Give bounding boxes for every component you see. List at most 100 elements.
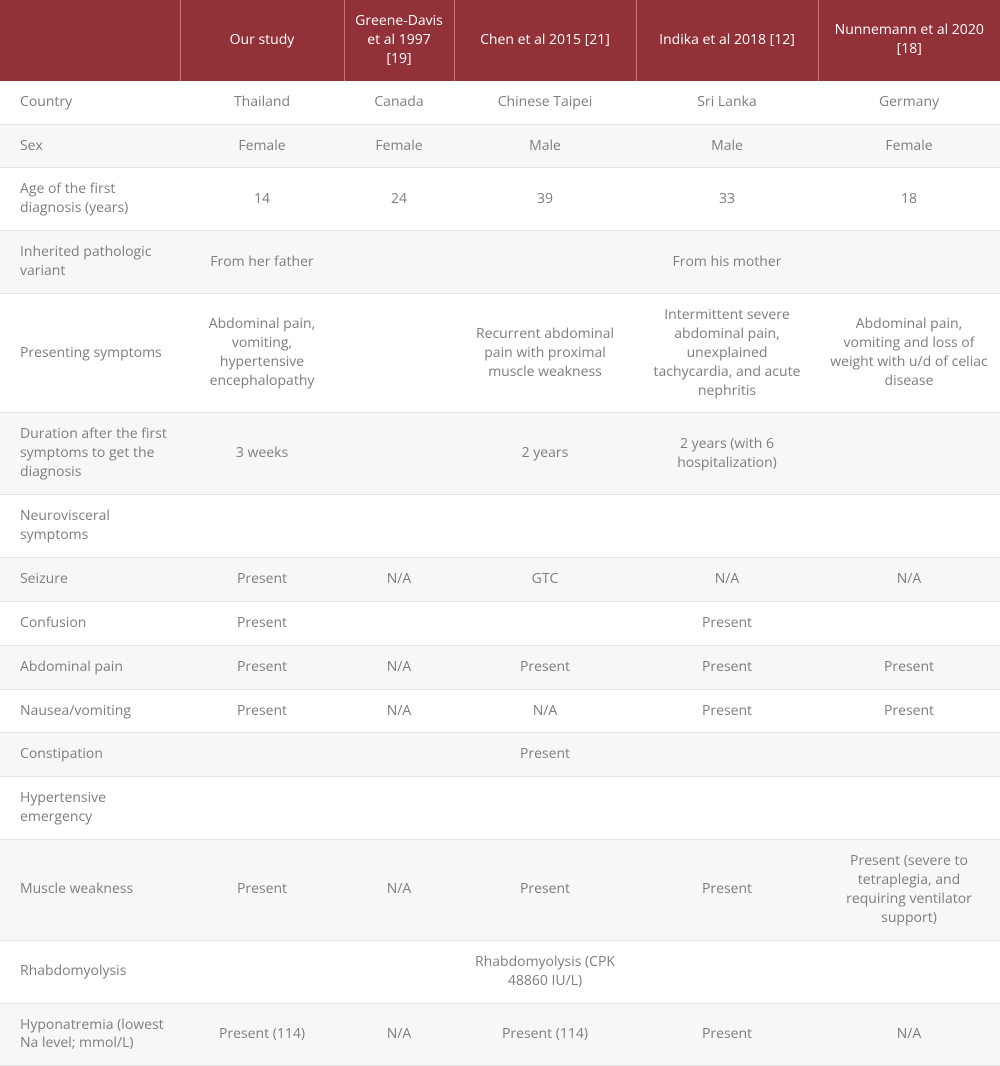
cell: [180, 495, 344, 558]
cell: Male: [454, 124, 636, 168]
cell: N/A: [344, 557, 454, 601]
cell: [344, 940, 454, 1003]
cell: [636, 733, 818, 777]
cell: [636, 495, 818, 558]
cell: Present: [180, 645, 344, 689]
cell: Intermittent severe abdominal pain, unex…: [636, 294, 818, 413]
table-row: Nausea/vomitingPresentN/AN/APresentPrese…: [0, 689, 1000, 733]
cell: [818, 601, 1000, 645]
cell: Present: [180, 689, 344, 733]
comparison-table: Our study Greene-Davis et al 1997 [19] C…: [0, 0, 1000, 1066]
cell: [344, 733, 454, 777]
row-label: Seizure: [0, 557, 180, 601]
cell: Present (severe to tetraplegia, and requ…: [818, 840, 1000, 941]
row-label: Duration after the first symptoms to get…: [0, 413, 180, 495]
row-label: Inherited pathologic variant: [0, 231, 180, 294]
cell: Present: [636, 840, 818, 941]
cell: N/A: [344, 689, 454, 733]
row-label: Sex: [0, 124, 180, 168]
col-header-chen: Chen et al 2015 [21]: [454, 0, 636, 81]
cell: [454, 777, 636, 840]
cell: Abdominal pain, vomiting, hypertensive e…: [180, 294, 344, 413]
cell: From her father: [180, 231, 344, 294]
cell: Present (114): [180, 1003, 344, 1066]
cell: [454, 601, 636, 645]
cell: N/A: [344, 645, 454, 689]
cell: Present: [818, 645, 1000, 689]
cell: [180, 733, 344, 777]
table-row: Presenting symptomsAbdominal pain, vomit…: [0, 294, 1000, 413]
cell: Female: [344, 124, 454, 168]
cell: Rhabdomyolysis (CPK 48860 IU/L): [454, 940, 636, 1003]
cell: [454, 231, 636, 294]
cell: [818, 231, 1000, 294]
cell: [180, 940, 344, 1003]
cell: Present (114): [454, 1003, 636, 1066]
row-label: Rhabdomyolysis: [0, 940, 180, 1003]
table-row: Neurovisceral symptoms: [0, 495, 1000, 558]
table-row: Hypertensive emergency: [0, 777, 1000, 840]
cell: N/A: [818, 1003, 1000, 1066]
col-header-indika: Indika et al 2018 [12]: [636, 0, 818, 81]
cell: N/A: [454, 689, 636, 733]
cell: Female: [180, 124, 344, 168]
col-header-nunnemann: Nunnemann et al 2020 [18]: [818, 0, 1000, 81]
col-header-greene-davis: Greene-Davis et al 1997 [19]: [344, 0, 454, 81]
cell: Present: [636, 689, 818, 733]
row-label: Nausea/vomiting: [0, 689, 180, 733]
cell: Present: [636, 1003, 818, 1066]
col-header-our-study: Our study: [180, 0, 344, 81]
table-header: Our study Greene-Davis et al 1997 [19] C…: [0, 0, 1000, 81]
table-row: Muscle weaknessPresentN/APresentPresentP…: [0, 840, 1000, 941]
table-body: CountryThailandCanadaChinese TaipeiSri L…: [0, 81, 1000, 1066]
cell: 14: [180, 168, 344, 231]
cell: 39: [454, 168, 636, 231]
col-header-empty: [0, 0, 180, 81]
cell: [344, 601, 454, 645]
cell: GTC: [454, 557, 636, 601]
cell: 18: [818, 168, 1000, 231]
cell: [818, 495, 1000, 558]
cell: 33: [636, 168, 818, 231]
cell: Present: [180, 557, 344, 601]
cell: [344, 413, 454, 495]
table-row: Hyponatremia (lowest Na level; mmol/L)Pr…: [0, 1003, 1000, 1066]
cell: [180, 777, 344, 840]
cell: [344, 495, 454, 558]
row-label: Age of the first diagnosis (years): [0, 168, 180, 231]
row-label: Muscle weakness: [0, 840, 180, 941]
cell: Present: [636, 645, 818, 689]
cell: [344, 294, 454, 413]
cell: Present: [180, 601, 344, 645]
table-row: Rhabdomyolysis Rhabdomyolysis (CPK 48860 …: [0, 940, 1000, 1003]
cell: From his mother: [636, 231, 818, 294]
cell: Thailand: [180, 81, 344, 124]
cell: [636, 940, 818, 1003]
row-label: Hypertensive emergency: [0, 777, 180, 840]
cell: Chinese Taipei: [454, 81, 636, 124]
row-label: Neurovisceral symptoms: [0, 495, 180, 558]
row-label: Confusion: [0, 601, 180, 645]
table-row: ConfusionPresentPresent: [0, 601, 1000, 645]
cell: Present: [454, 645, 636, 689]
cell: [454, 495, 636, 558]
cell: Present: [454, 733, 636, 777]
cell: 24: [344, 168, 454, 231]
table-row: CountryThailandCanadaChinese TaipeiSri L…: [0, 81, 1000, 124]
table-row: Constipation Present: [0, 733, 1000, 777]
cell: Sri Lanka: [636, 81, 818, 124]
cell: 2 years (with 6 hospitalization): [636, 413, 818, 495]
cell: [818, 733, 1000, 777]
cell: N/A: [344, 840, 454, 941]
cell: 2 years: [454, 413, 636, 495]
cell: [636, 777, 818, 840]
row-label: Presenting symptoms: [0, 294, 180, 413]
row-label: Country: [0, 81, 180, 124]
cell: N/A: [636, 557, 818, 601]
table-row: SexFemaleFemaleMaleMaleFemale: [0, 124, 1000, 168]
cell: Present: [180, 840, 344, 941]
row-label: Constipation: [0, 733, 180, 777]
cell: Present: [818, 689, 1000, 733]
cell: [818, 940, 1000, 1003]
table-row: Duration after the first symptoms to get…: [0, 413, 1000, 495]
